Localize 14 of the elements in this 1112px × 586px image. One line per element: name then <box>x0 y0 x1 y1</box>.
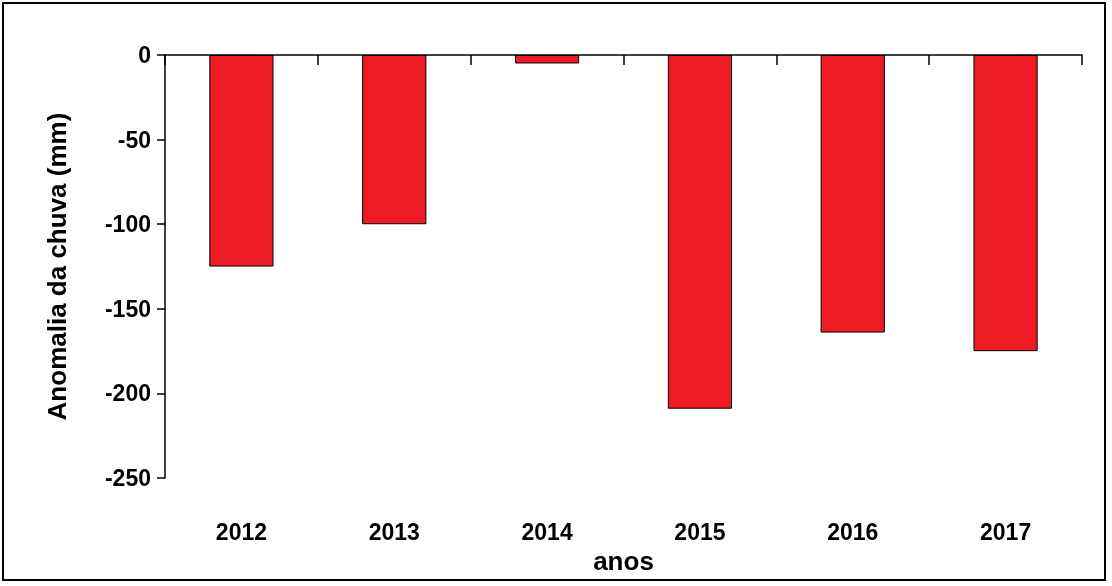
x-axis-title: anos <box>593 546 654 576</box>
y-tick-label: -250 <box>104 465 151 492</box>
x-tick-label: 2012 <box>215 518 267 545</box>
x-tick-label: 2014 <box>521 518 573 545</box>
y-tick-label: -100 <box>104 211 151 238</box>
y-tick-label: -150 <box>104 295 151 322</box>
x-tick-label: 2017 <box>980 518 1032 545</box>
x-tick-label: 2015 <box>674 518 726 545</box>
y-tick-label: 0 <box>138 42 151 68</box>
y-tick-label: -200 <box>104 380 151 407</box>
x-tick-label: 2013 <box>368 518 420 545</box>
y-tick-label: -50 <box>117 126 151 153</box>
x-tick-label: 2016 <box>827 518 879 545</box>
y-axis-title: Anomalia da chuva (mm) <box>42 112 72 421</box>
